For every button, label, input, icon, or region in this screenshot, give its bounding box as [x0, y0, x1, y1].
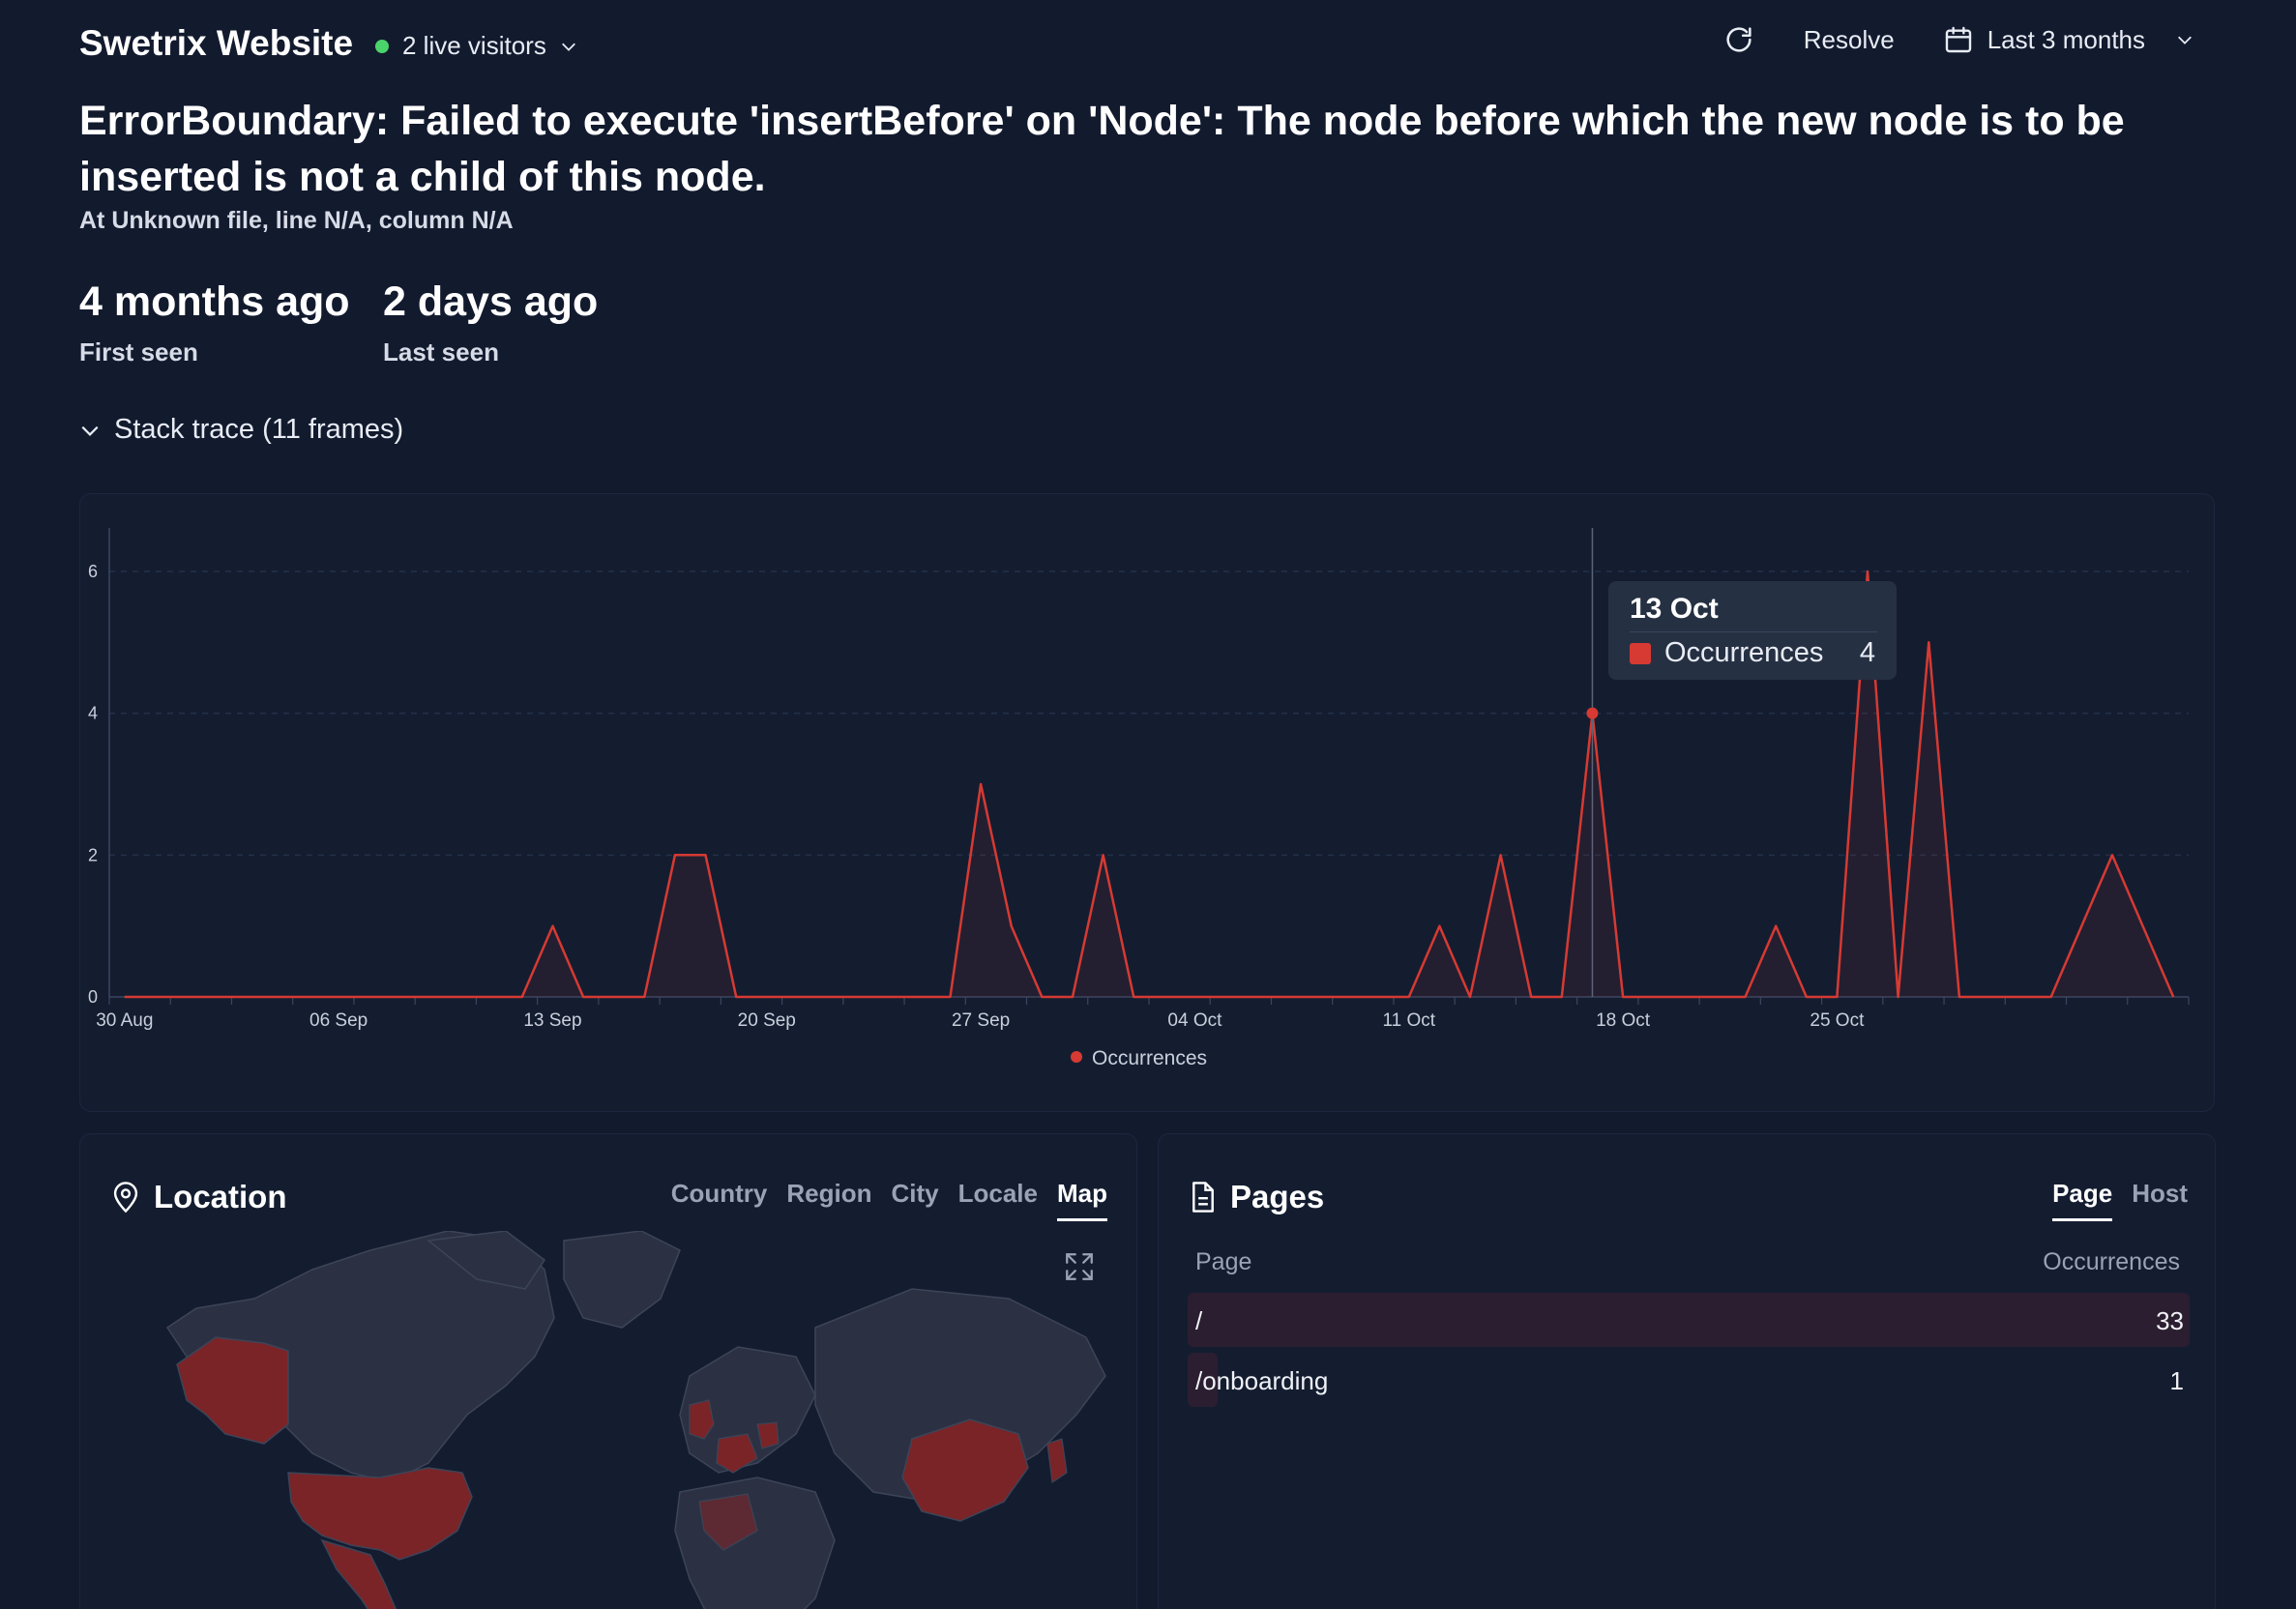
- tab-region[interactable]: Region: [786, 1179, 872, 1208]
- x-tick-label: 04 Oct: [1167, 1010, 1222, 1031]
- tab-host[interactable]: Host: [2132, 1179, 2188, 1208]
- arctic-islands-region[interactable]: [427, 1231, 546, 1290]
- page-path: /onboarding: [1195, 1366, 1329, 1395]
- occurrences-series-line: [124, 570, 2175, 999]
- y-tick-label: 0: [88, 987, 98, 1007]
- alaska-highlight[interactable]: [176, 1336, 289, 1445]
- first-seen-stat: 4 months ago First seen: [79, 278, 350, 367]
- y-tick-label: 6: [88, 562, 98, 581]
- last-seen-label: Last seen: [383, 337, 499, 366]
- x-tick-label: 18 Oct: [1596, 1010, 1651, 1031]
- tooltip-swatch: [1630, 643, 1651, 664]
- y-tick-label: 4: [88, 704, 98, 723]
- location-header: Location: [111, 1179, 287, 1215]
- error-location: At Unknown file, line N/A, column N/A: [79, 207, 514, 234]
- column-header-page: Page: [1195, 1248, 1252, 1275]
- live-visitors-label: 2 live visitors: [402, 31, 546, 60]
- live-visitors-dropdown[interactable]: 2 live visitors: [375, 31, 577, 61]
- map-pin-icon: [113, 1182, 138, 1214]
- france-highlight[interactable]: [716, 1433, 758, 1474]
- error-title: ErrorBoundary: Failed to execute 'insert…: [79, 98, 2125, 200]
- column-header-occurrences: Occurrences: [2043, 1248, 2180, 1275]
- live-status-dot: [375, 39, 389, 53]
- tooltip-divider: [1630, 631, 1877, 632]
- document-icon: [1192, 1182, 1214, 1213]
- period-label: Last 3 months: [1987, 24, 2145, 54]
- legend-swatch: [1071, 1051, 1082, 1063]
- refresh-icon[interactable]: [1722, 23, 1755, 56]
- first-seen-label: First seen: [79, 337, 198, 366]
- chevron-down-icon: [561, 43, 575, 51]
- africa-region[interactable]: [674, 1477, 836, 1609]
- stack-trace-toggle[interactable]: Stack trace (11 frames): [79, 414, 403, 446]
- chart-tooltip: 13 Oct Occurrences 4: [1608, 581, 1897, 680]
- share-bar: [1188, 1293, 2190, 1347]
- tab-country[interactable]: Country: [670, 1179, 768, 1208]
- pages-header: Pages: [1190, 1179, 1324, 1215]
- calendar-icon: [1945, 26, 1971, 53]
- stack-trace-label: Stack trace (11 frames): [114, 414, 404, 445]
- pages-tabs: Page Host: [2052, 1179, 2188, 1221]
- legend-label: Occurrences: [1092, 1047, 1207, 1069]
- x-tick-label: 11 Oct: [1382, 1010, 1435, 1031]
- occurrences-chart: 0 2 4 6 30 Aug 06 Sep 13 Sep 20 Sep 27 Sep 04 Oct…: [88, 528, 2190, 1069]
- page-occurrences: 1: [2169, 1366, 2184, 1395]
- japan-highlight[interactable]: [1046, 1438, 1068, 1484]
- first-seen-value: 4 months ago: [79, 278, 350, 325]
- china-highlight[interactable]: [901, 1419, 1029, 1522]
- x-tick-label: 25 Oct: [1810, 1010, 1865, 1031]
- tab-map[interactable]: Map: [1057, 1179, 1107, 1221]
- x-tick-label: 13 Sep: [523, 1010, 581, 1031]
- tab-locale[interactable]: Locale: [957, 1179, 1038, 1208]
- north-america-region[interactable]: [165, 1231, 555, 1483]
- tab-city[interactable]: City: [891, 1179, 939, 1208]
- location-card: Location Country Region City Locale Map: [79, 1133, 1137, 1609]
- location-tabs: Country Region City Locale Map: [671, 1179, 1107, 1221]
- germany-highlight[interactable]: [756, 1421, 780, 1449]
- x-tick-label: 20 Sep: [738, 1010, 796, 1031]
- tooltip-series-name: Occurrences: [1664, 637, 1824, 668]
- x-tick-label: 06 Sep: [309, 1010, 368, 1031]
- mexico-highlight[interactable]: [320, 1538, 399, 1609]
- usa-highlight[interactable]: [287, 1467, 473, 1561]
- hover-point: [1586, 707, 1599, 719]
- uk-highlight[interactable]: [689, 1399, 715, 1440]
- algeria-highlight[interactable]: [698, 1493, 758, 1551]
- table-row[interactable]: / 33: [1188, 1293, 2190, 1347]
- location-title: Location: [154, 1179, 287, 1214]
- share-bar: [1188, 1353, 1219, 1407]
- tab-page[interactable]: Page: [2052, 1179, 2113, 1221]
- y-tick-label: 2: [88, 845, 98, 864]
- world-map[interactable]: [138, 1231, 1137, 1609]
- table-row[interactable]: /onboarding 1: [1188, 1353, 2190, 1407]
- x-tick-label: 30 Aug: [96, 1010, 153, 1031]
- last-seen-stat: 2 days ago Last seen: [383, 278, 598, 367]
- chevron-down-icon: [2178, 36, 2192, 44]
- pages-card: Pages Page Host Page Occurrences / 33/onb…: [1158, 1133, 2216, 1609]
- page-occurrences: 33: [2156, 1306, 2184, 1335]
- expand-icon[interactable]: [1063, 1250, 1096, 1283]
- site-title: Swetrix Website: [79, 23, 354, 63]
- asia-region[interactable]: [814, 1288, 1106, 1503]
- europe-region[interactable]: [679, 1346, 816, 1474]
- tooltip-value: 4: [1859, 637, 1875, 668]
- page-path: /: [1195, 1306, 1203, 1335]
- x-tick-label: 27 Sep: [952, 1010, 1010, 1031]
- period-selector[interactable]: Last 3 months: [1943, 24, 2193, 55]
- tooltip-date: 13 Oct: [1630, 593, 1719, 625]
- resolve-button[interactable]: Resolve: [1803, 24, 1895, 54]
- pages-title: Pages: [1230, 1179, 1325, 1214]
- chevron-down-icon: [81, 425, 99, 436]
- greenland-region[interactable]: [563, 1231, 681, 1329]
- last-seen-value: 2 days ago: [383, 278, 599, 325]
